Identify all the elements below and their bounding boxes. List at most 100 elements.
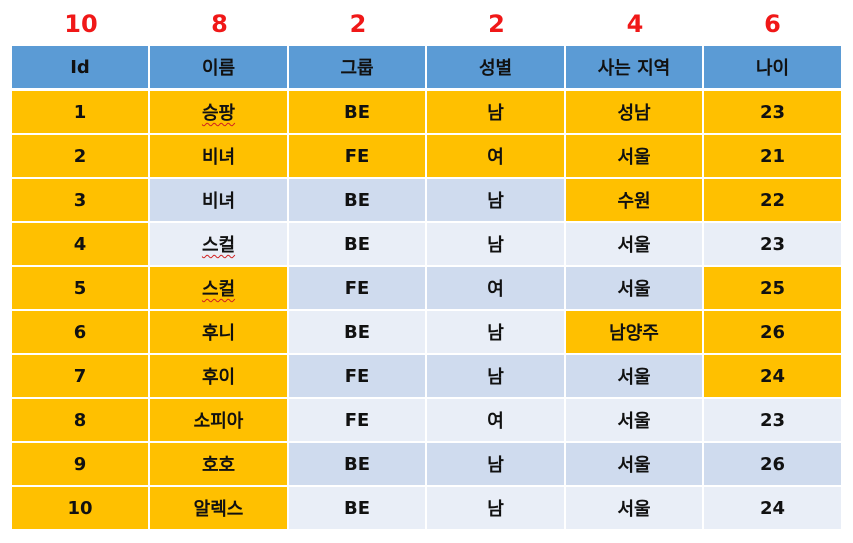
cell-region: 수원	[566, 179, 704, 223]
cell-text: BE	[343, 189, 370, 211]
cell-text: 남양주	[609, 323, 659, 344]
cell-gender: 남	[427, 179, 566, 223]
cell-text: 22	[759, 189, 786, 211]
cell-text: 후이	[201, 367, 236, 388]
cell-group: BE	[289, 91, 427, 135]
cell-text: 소피아	[193, 411, 244, 432]
table-row: 4 스컬 BE 남 서울 23	[12, 223, 841, 267]
cell-gender: 남	[427, 311, 566, 355]
cell-gender: 남	[427, 443, 566, 487]
table-row: 7 후이 FE 남 서울 24	[12, 355, 841, 399]
cell-text: 여	[487, 411, 504, 432]
cell-text: 비녀	[201, 191, 236, 212]
table-row: 6 후니 BE 남 남양주 26	[12, 311, 841, 355]
cell-region: 성남	[566, 91, 704, 135]
cell-text: 10	[67, 497, 93, 519]
table-body: 1 승팡 BE 남 성남 23 2 비녀 FE 여 서울 21 3 비녀 BE 남 수원 22 4 스컬 BE 남 서울 23…	[12, 91, 841, 531]
cell-id: 6	[12, 311, 150, 355]
cell-group: FE	[289, 135, 427, 179]
cell-region: 서울	[566, 355, 704, 399]
cell-gender: 남	[427, 487, 566, 531]
cell-region: 남양주	[566, 311, 704, 355]
cell-name: 호호	[150, 443, 289, 487]
cell-gender: 여	[427, 267, 566, 311]
cell-age: 24	[704, 487, 841, 531]
cell-region: 서울	[566, 267, 704, 311]
count-region: 4	[626, 10, 644, 38]
cell-text: BE	[343, 453, 370, 475]
table-row: 5 스컬 FE 여 서울 25	[12, 267, 841, 311]
cell-id: 7	[12, 355, 150, 399]
cell-text: 서울	[617, 235, 651, 256]
count-gender: 2	[488, 10, 505, 38]
cell-text: 서울	[617, 147, 651, 168]
cell-text: FE	[344, 365, 370, 387]
cell-text: 남	[487, 367, 504, 388]
cell-group: BE	[289, 179, 427, 223]
cell-group: BE	[289, 311, 427, 355]
cell-text: BE	[343, 497, 370, 519]
cell-age: 26	[704, 443, 841, 487]
cell-name: 후이	[150, 355, 289, 399]
cell-text: 7	[73, 365, 87, 387]
member-table: Id 이름 그룹 성별 사는 지역 나이 1 승팡 BE 남 성남 23 2 비녀 FE 여 서울 2…	[12, 46, 841, 531]
cell-text: 스컬	[201, 235, 236, 256]
cell-text: 23	[759, 409, 786, 431]
cell-text: 24	[759, 497, 786, 519]
cell-text: 25	[759, 277, 786, 299]
cell-text: 8	[73, 409, 87, 431]
cell-group: BE	[289, 487, 427, 531]
cell-text: 23	[759, 233, 786, 255]
header-name: 이름	[150, 46, 289, 91]
cell-name: 스컬	[150, 223, 289, 267]
cell-group: FE	[289, 399, 427, 443]
header-row: Id 이름 그룹 성별 사는 지역 나이	[12, 46, 841, 91]
cell-gender: 여	[427, 399, 566, 443]
cell-text: 9	[73, 453, 87, 475]
cell-text: 여	[487, 147, 504, 168]
cell-text: 스컬	[201, 279, 236, 300]
cell-gender: 남	[427, 355, 566, 399]
cell-name: 소피아	[150, 399, 289, 443]
cell-text: 서울	[617, 279, 651, 300]
cell-gender: 남	[427, 223, 566, 267]
cell-text: 5	[73, 277, 87, 299]
cell-name: 승팡	[150, 91, 289, 135]
table-row: 2 비녀 FE 여 서울 21	[12, 135, 841, 179]
cell-text: 4	[73, 233, 87, 255]
table-row: 10 알렉스 BE 남 서울 24	[12, 487, 841, 531]
cell-text: 남	[487, 323, 504, 344]
cell-name: 알렉스	[150, 487, 289, 531]
table-row: 3 비녀 BE 남 수원 22	[12, 179, 841, 223]
cell-age: 23	[704, 223, 841, 267]
table-row: 1 승팡 BE 남 성남 23	[12, 91, 841, 135]
cell-text: 24	[759, 365, 786, 387]
cell-group: BE	[289, 223, 427, 267]
cell-region: 서울	[566, 399, 704, 443]
cell-id: 4	[12, 223, 150, 267]
cell-group: FE	[289, 355, 427, 399]
cell-id: 9	[12, 443, 150, 487]
cell-age: 21	[704, 135, 841, 179]
cell-text: 21	[759, 145, 786, 167]
cell-text: 26	[759, 321, 786, 343]
cell-age: 23	[704, 91, 841, 135]
cell-text: 1	[73, 101, 87, 123]
cell-text: 6	[73, 321, 87, 343]
cell-group: FE	[289, 267, 427, 311]
cell-text: 남	[487, 191, 504, 212]
cell-text: 알렉스	[193, 499, 244, 520]
cell-age: 24	[704, 355, 841, 399]
cell-region: 서울	[566, 223, 704, 267]
cell-text: 2	[73, 145, 87, 167]
cell-text: FE	[344, 409, 370, 431]
cell-text: 승팡	[201, 103, 236, 124]
cell-gender: 남	[427, 91, 566, 135]
cell-name: 후니	[150, 311, 289, 355]
cell-text: 26	[759, 453, 786, 475]
cell-text: 수원	[617, 191, 651, 212]
cell-text: 서울	[617, 455, 651, 476]
header-group: 그룹	[289, 46, 427, 91]
header-age: 나이	[704, 46, 841, 91]
cell-text: BE	[343, 233, 370, 255]
